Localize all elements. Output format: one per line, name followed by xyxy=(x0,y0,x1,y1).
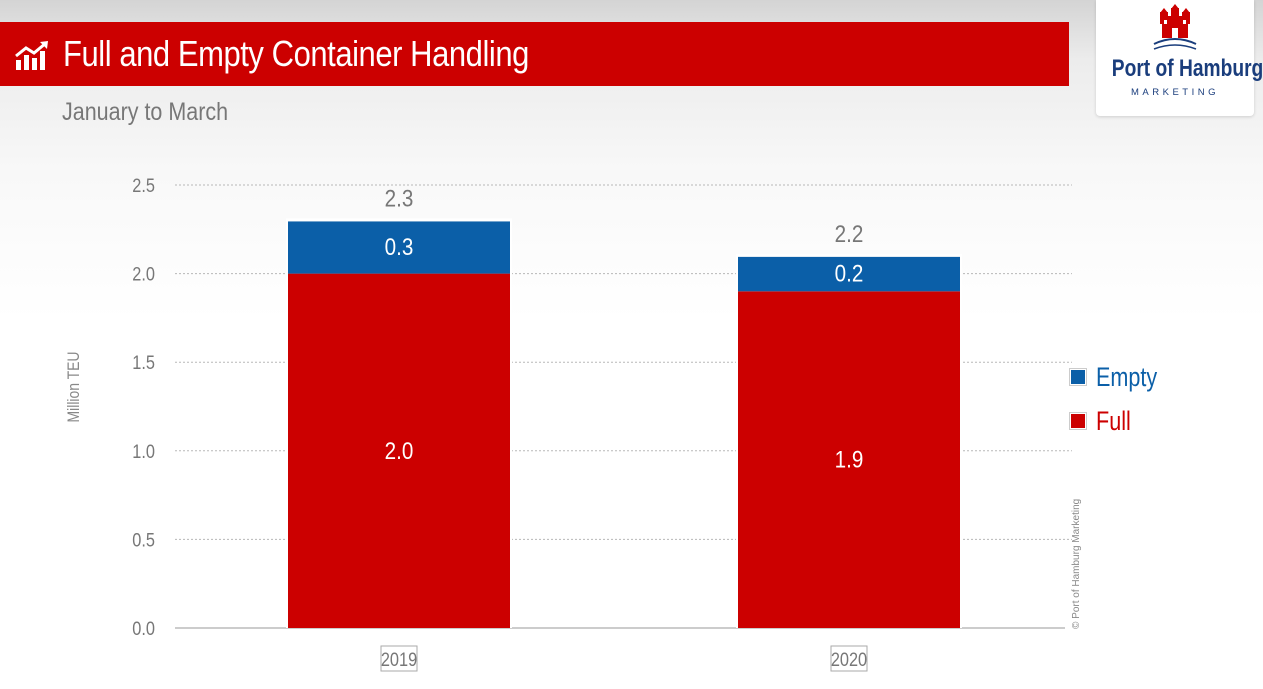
legend-item-empty: Empty xyxy=(1070,355,1173,399)
bar-total-label: 2.2 xyxy=(835,220,864,247)
logo-name: Port of Hamburg xyxy=(1111,55,1263,82)
copyright-note: © Port of Hamburg Marketing xyxy=(1071,498,1082,629)
legend-item-full: Full xyxy=(1070,399,1173,443)
x-tick-label: 2020 xyxy=(831,649,867,670)
legend-label: Empty xyxy=(1096,361,1158,392)
bar-value-label: 0.3 xyxy=(385,234,414,261)
hamburg-castle-icon xyxy=(1153,4,1197,50)
bar-total-label: 2.3 xyxy=(385,185,414,212)
legend-swatch xyxy=(1070,413,1086,429)
x-tick-box xyxy=(380,645,418,672)
y-tick-label: 1.5 xyxy=(132,352,155,373)
x-tick-label: 2019 xyxy=(381,649,417,670)
bar-empty-2020 xyxy=(738,256,960,292)
trend-chart-icon xyxy=(15,41,48,70)
y-tick-label: 2.0 xyxy=(132,263,155,284)
y-tick-label: 1.0 xyxy=(132,441,155,462)
port-of-hamburg-logo: Port of Hamburg MARKETING xyxy=(1096,0,1263,116)
page-subtitle: January to March xyxy=(62,98,229,126)
bar-full-2020 xyxy=(738,291,960,628)
bar-value-label: 0.2 xyxy=(835,260,864,287)
y-tick-label: 0.0 xyxy=(132,618,155,639)
y-tick-label: 2.5 xyxy=(132,175,155,196)
y-tick-label: 0.5 xyxy=(132,529,155,550)
bar-empty-2019 xyxy=(288,221,510,274)
bar-full-2019 xyxy=(288,273,510,628)
legend-label: Full xyxy=(1096,405,1131,436)
header-bar: Full and Empty Container Handling xyxy=(0,22,1069,86)
x-tick-box xyxy=(830,645,868,672)
bar-value-label: 2.0 xyxy=(385,437,414,464)
legend-swatch xyxy=(1070,369,1086,385)
logo-subtitle: MARKETING xyxy=(1131,87,1219,98)
chart-legend: Empty Full xyxy=(1070,355,1173,443)
bar-value-label: 1.9 xyxy=(835,446,864,473)
y-axis-label: Million TEU xyxy=(65,352,84,423)
page-title: Full and Empty Container Handling xyxy=(63,33,529,74)
